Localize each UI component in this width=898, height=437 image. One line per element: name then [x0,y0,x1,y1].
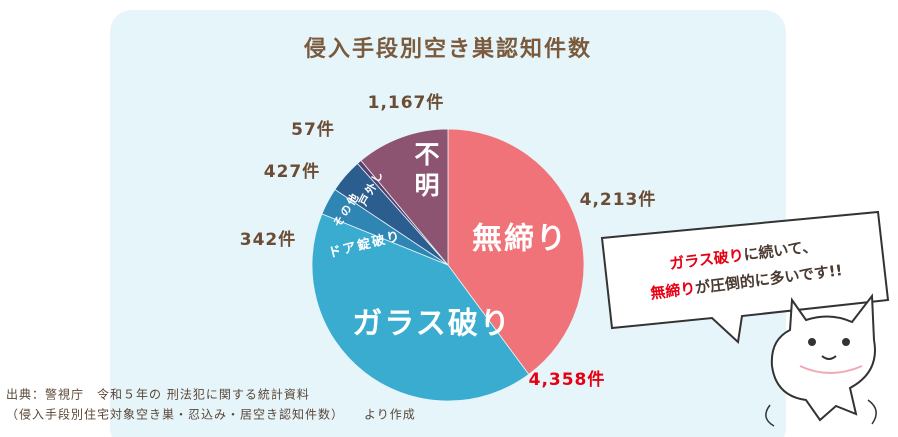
value-label: 427件 [264,161,321,182]
bubble-highlight: 無締り [649,279,696,302]
value-label: 4,358件 [529,369,606,390]
value-label: 57件 [291,119,335,140]
chart-title: 侵入手段別空き巣認知件数 [303,36,592,62]
source-line: 出典：警視庁 令和５年の 刑法犯に関する統計資料 [6,387,310,402]
cat-illustration [765,293,877,427]
value-label: 1,167件 [368,92,445,113]
slice-label: ガラス破り [352,307,511,342]
pie-slice [360,128,449,267]
bubble-shape [600,210,890,345]
slice-label: 無締り [472,222,568,257]
pie-slice [311,213,530,402]
speech-bubble: ガラス破りに続いて、 無締りが圧倒的に多いです!! [600,210,890,345]
value-label: 4,213件 [580,189,657,210]
source-line: （侵入手段別住宅対象空き巣・忍込み・居空き認知件数） より作成 [6,407,416,422]
value-label: 342件 [240,229,297,250]
pie-slice [447,128,585,375]
slice-label: 不明 [411,141,440,203]
